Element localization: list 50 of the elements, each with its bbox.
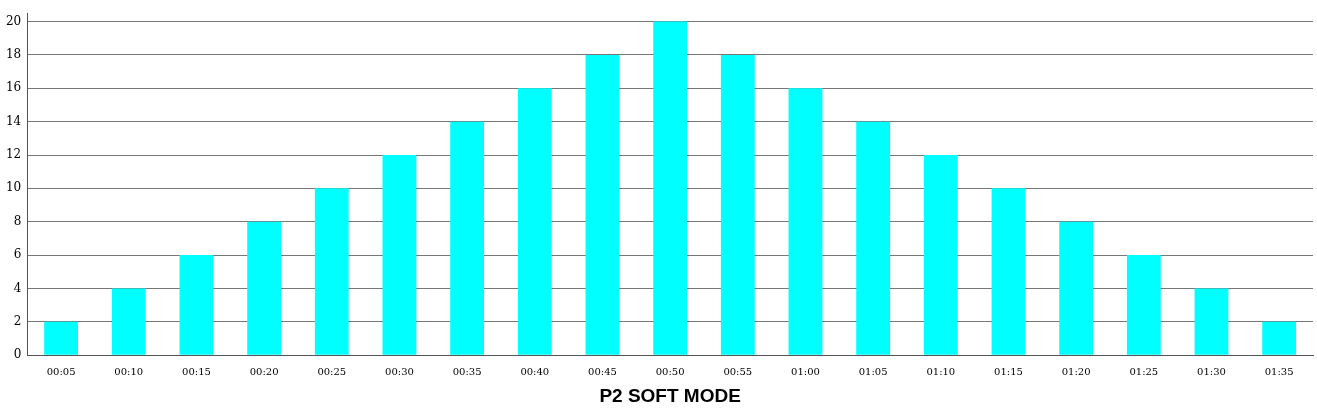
- y-tick-label: 2: [13, 313, 22, 328]
- y-tick-label: 14: [5, 113, 22, 128]
- bar: [44, 321, 79, 355]
- bar: [1262, 321, 1297, 355]
- bar: [111, 288, 146, 355]
- y-tick-label: 16: [5, 80, 22, 95]
- bar: [314, 188, 349, 355]
- y-tick-label: 12: [5, 147, 22, 162]
- bar: [382, 155, 417, 355]
- x-tick-label: 01:35: [1264, 365, 1294, 377]
- bar: [653, 21, 688, 355]
- x-tick-label: 00:50: [655, 365, 685, 377]
- x-tick-label: 01:00: [791, 365, 820, 377]
- bar: [856, 121, 891, 355]
- x-tick-label: 01:25: [1129, 365, 1159, 377]
- bar: [585, 54, 620, 355]
- bar: [788, 88, 823, 355]
- x-tick-label: 01:15: [994, 365, 1023, 377]
- x-tick-label: 00:15: [182, 365, 211, 377]
- bar: [720, 54, 755, 355]
- bar: [923, 155, 958, 355]
- x-tick-label: 01:10: [926, 365, 956, 377]
- bar: [517, 88, 552, 355]
- x-tick-label: 00:05: [46, 365, 76, 377]
- x-tick-label: 00:10: [114, 365, 144, 377]
- x-tick-label: 01:05: [858, 365, 888, 377]
- x-tick-label: 00:40: [520, 365, 550, 377]
- x-tick-label: 00:20: [249, 365, 279, 377]
- y-tick-label: 18: [5, 47, 22, 62]
- x-tick-label: 00:25: [317, 365, 347, 377]
- bar: [179, 255, 214, 355]
- bar: [1194, 288, 1229, 355]
- y-tick-label: 8: [13, 213, 22, 228]
- y-tick-label: 10: [5, 180, 22, 195]
- y-tick-label: 0: [13, 347, 22, 362]
- y-tick-label: 4: [13, 280, 22, 295]
- x-tick-label: 00:55: [723, 365, 753, 377]
- bar: [1059, 221, 1094, 355]
- bar: [247, 221, 282, 355]
- x-axis-title: P2 SOFT MODE: [599, 384, 741, 406]
- x-tick-label: 00:45: [588, 365, 617, 377]
- x-tick-label: 01:20: [1061, 365, 1091, 377]
- bar: [991, 188, 1026, 355]
- y-tick-label: 20: [5, 13, 22, 28]
- x-tick-label: 00:35: [452, 365, 482, 377]
- bar: [1126, 255, 1161, 355]
- y-tick-label: 6: [13, 247, 22, 262]
- x-tick-label: 00:30: [385, 365, 414, 377]
- bar: [450, 121, 485, 355]
- x-tick-label: 01:30: [1197, 365, 1226, 377]
